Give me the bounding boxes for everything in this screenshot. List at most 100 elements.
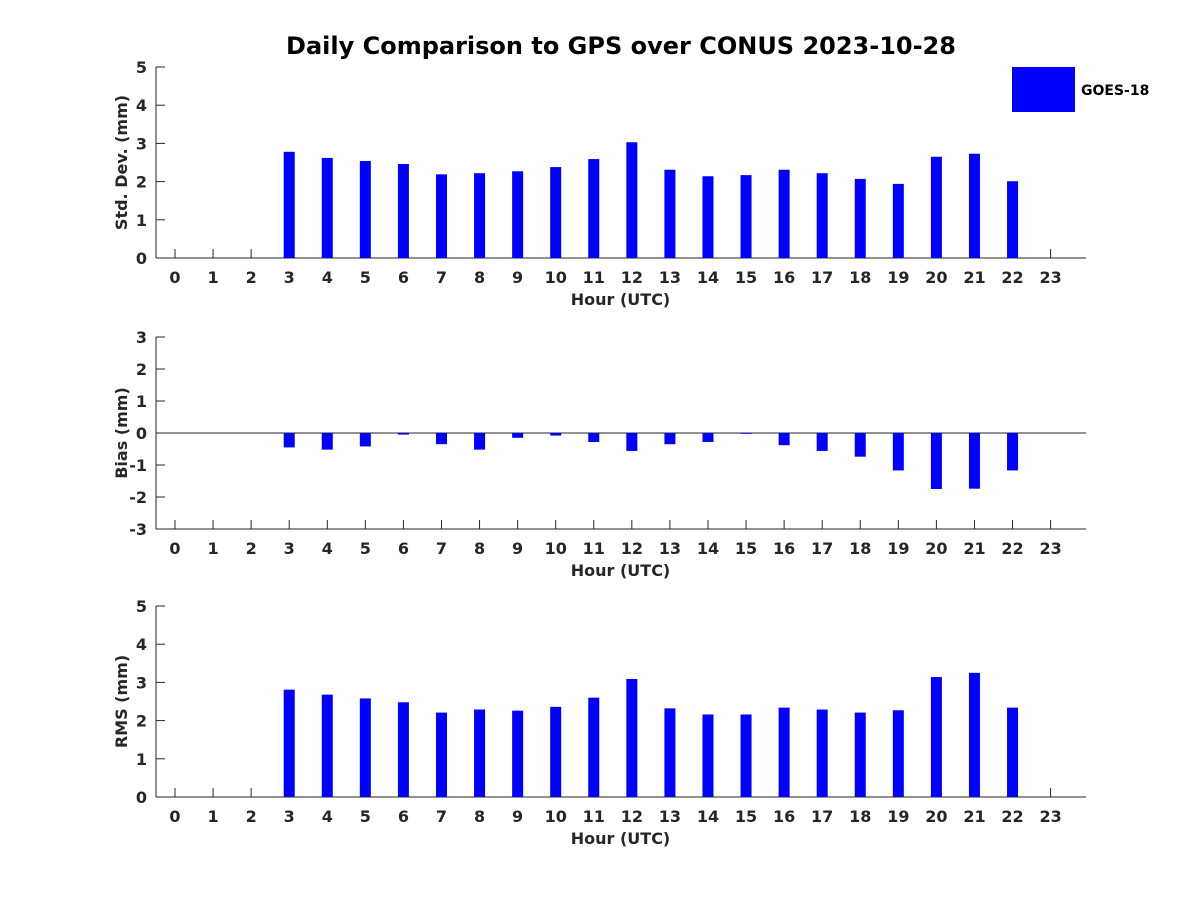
bias-xtick-label: 20	[925, 539, 947, 558]
std-dev-bar-hour-5	[359, 160, 371, 258]
bias-xtick-label: 8	[474, 539, 485, 558]
bias-bar-hour-4	[321, 433, 333, 450]
bias-xtick-label: 18	[849, 539, 871, 558]
rms-xtick-label: 13	[659, 807, 681, 826]
bias-bar-hour-14	[702, 433, 714, 442]
rms-y-axis-label: RMS (mm)	[112, 655, 131, 748]
rms-xtick-label: 2	[246, 807, 257, 826]
rms-bar-hour-20	[930, 677, 942, 797]
bias-bar-hour-10	[550, 433, 562, 436]
bias-bar-hour-17	[816, 433, 828, 451]
std-dev-bar-hour-16	[778, 169, 790, 258]
std-dev-xtick-label: 17	[811, 268, 833, 287]
std-dev-xtick-label: 16	[773, 268, 795, 287]
rms-bar-hour-13	[664, 708, 676, 797]
bias-bar-hour-9	[512, 433, 524, 438]
bias-xtick-label: 12	[621, 539, 643, 558]
std-dev-bar-hour-19	[892, 183, 904, 258]
bias-ytick-label: 0	[136, 424, 147, 443]
rms-xtick-label: 9	[512, 807, 523, 826]
std-dev-xtick-label: 9	[512, 268, 523, 287]
std-dev-ytick-label: 2	[136, 173, 147, 192]
bias-ytick-label: 3	[136, 328, 147, 347]
std-dev-xtick-label: 19	[887, 268, 909, 287]
bias-xtick-label: 19	[887, 539, 909, 558]
std-dev-bar-hour-11	[588, 159, 600, 258]
bias-bar-hour-15	[740, 433, 752, 434]
std-dev-xtick-label: 15	[735, 268, 757, 287]
rms-xtick-label: 16	[773, 807, 795, 826]
rms-bar-hour-19	[892, 710, 904, 797]
rms-xtick-label: 4	[322, 807, 333, 826]
rms-xtick-label: 23	[1039, 807, 1061, 826]
bias-xtick-label: 13	[659, 539, 681, 558]
rms-bar-hour-11	[588, 697, 600, 797]
bias-xtick-label: 1	[207, 539, 218, 558]
rms-bar-hour-12	[626, 678, 638, 797]
std-dev-xtick-label: 0	[169, 268, 180, 287]
std-dev-xtick-label: 10	[545, 268, 567, 287]
std-dev-bar-hour-21	[968, 153, 980, 258]
rms-xtick-label: 1	[207, 807, 218, 826]
rms-xtick-label: 3	[284, 807, 295, 826]
rms-ytick-label: 3	[136, 673, 147, 692]
rms-ytick-label: 4	[136, 635, 147, 654]
bias-bar-hour-18	[854, 433, 866, 457]
std-dev-bar-hour-4	[321, 157, 333, 258]
bias-ytick-label: -2	[129, 488, 147, 507]
std-dev-xtick-label: 2	[246, 268, 257, 287]
std-dev-xtick-label: 7	[436, 268, 447, 287]
bias-bar-hour-6	[397, 433, 409, 435]
std-dev-xtick-label: 13	[659, 268, 681, 287]
std-dev-xtick-label: 22	[1001, 268, 1023, 287]
std-dev-xtick-label: 6	[398, 268, 409, 287]
rms-bar-hour-5	[359, 698, 371, 797]
bias-xtick-label: 22	[1001, 539, 1023, 558]
rms-bar-hour-16	[778, 707, 790, 797]
rms-xtick-label: 12	[621, 807, 643, 826]
figure-title: Daily Comparison to GPS over CONUS 2023-…	[286, 32, 956, 60]
rms-xtick-label: 6	[398, 807, 409, 826]
bias-xtick-label: 0	[169, 539, 180, 558]
rms-ytick-label: 1	[136, 750, 147, 769]
bias-xtick-label: 9	[512, 539, 523, 558]
std-dev-bar-hour-3	[283, 151, 295, 258]
rms-ytick-label: 2	[136, 712, 147, 731]
std-dev-xtick-label: 14	[697, 268, 719, 287]
std-dev-xtick-label: 11	[583, 268, 605, 287]
rms-bar-hour-18	[854, 712, 866, 797]
bias-xtick-label: 6	[398, 539, 409, 558]
std-dev-bar-hour-8	[474, 173, 486, 258]
std-dev-ytick-label: 3	[136, 134, 147, 153]
legend-label-goes-18: GOES-18	[1081, 83, 1149, 99]
rms-xtick-label: 17	[811, 807, 833, 826]
rms-bar-hour-9	[512, 710, 524, 797]
std-dev-xtick-label: 1	[207, 268, 218, 287]
bias-bar-hour-22	[1007, 433, 1019, 471]
rms-bar-hour-21	[968, 672, 980, 797]
bias-xtick-label: 17	[811, 539, 833, 558]
bias-bar-hour-20	[930, 433, 942, 489]
bias-y-axis-label: Bias (mm)	[112, 387, 131, 479]
rms-xtick-label: 8	[474, 807, 485, 826]
std-dev-bar-hour-20	[930, 156, 942, 258]
std-dev-bar-hour-14	[702, 176, 714, 258]
bias-bar-hour-13	[664, 433, 676, 445]
std-dev-bar-hour-15	[740, 175, 752, 258]
rms-bar-hour-4	[321, 694, 333, 797]
bias-bar-hour-21	[968, 433, 980, 489]
legend-swatch-goes-18	[1012, 67, 1075, 112]
std-dev-ytick-label: 1	[136, 211, 147, 230]
std-dev-xtick-label: 20	[925, 268, 947, 287]
std-dev-ytick-label: 0	[136, 249, 147, 268]
bias-xtick-label: 14	[697, 539, 719, 558]
rms-ytick-label: 5	[136, 597, 147, 616]
rms-xtick-label: 0	[169, 807, 180, 826]
rms-xtick-label: 21	[963, 807, 985, 826]
bias-xtick-label: 11	[583, 539, 605, 558]
rms-xtick-label: 7	[436, 807, 447, 826]
rms-xtick-label: 20	[925, 807, 947, 826]
std-dev-bar-hour-22	[1007, 181, 1019, 258]
rms-xtick-label: 5	[360, 807, 371, 826]
